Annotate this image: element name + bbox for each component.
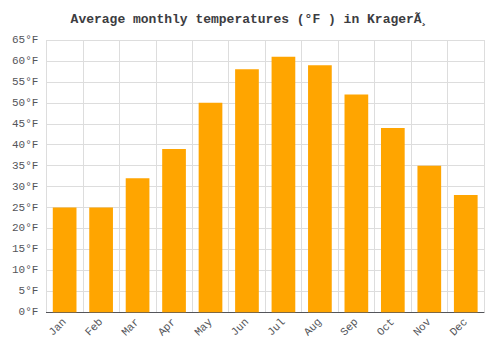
svg-text:Mar: Mar <box>119 316 141 338</box>
svg-text:Sep: Sep <box>338 316 360 338</box>
svg-text:Oct: Oct <box>375 316 397 338</box>
svg-text:Jul: Jul <box>265 316 287 338</box>
svg-text:40°F: 40°F <box>12 139 38 151</box>
svg-text:Nov: Nov <box>411 316 434 339</box>
svg-text:60°F: 60°F <box>12 55 38 67</box>
svg-text:Jun: Jun <box>229 316 251 338</box>
svg-text:Feb: Feb <box>83 316 105 338</box>
svg-text:0°F: 0°F <box>19 306 39 318</box>
svg-text:10°F: 10°F <box>12 264 38 276</box>
svg-text:Dec: Dec <box>448 316 470 338</box>
svg-text:Average monthly temperatures (: Average monthly temperatures (°F ) in Kr… <box>71 12 430 27</box>
svg-text:Jan: Jan <box>46 316 68 338</box>
svg-text:55°F: 55°F <box>12 76 38 88</box>
svg-text:50°F: 50°F <box>12 97 38 109</box>
svg-text:35°F: 35°F <box>12 160 38 172</box>
svg-text:Aug: Aug <box>302 316 324 338</box>
svg-text:5°F: 5°F <box>19 285 39 297</box>
svg-text:30°F: 30°F <box>12 181 38 193</box>
svg-text:15°F: 15°F <box>12 243 38 255</box>
svg-text:25°F: 25°F <box>12 202 38 214</box>
svg-text:45°F: 45°F <box>12 118 38 130</box>
svg-text:May: May <box>192 316 215 339</box>
svg-text:65°F: 65°F <box>12 34 38 46</box>
svg-text:Apr: Apr <box>156 316 178 338</box>
svg-text:20°F: 20°F <box>12 222 38 234</box>
